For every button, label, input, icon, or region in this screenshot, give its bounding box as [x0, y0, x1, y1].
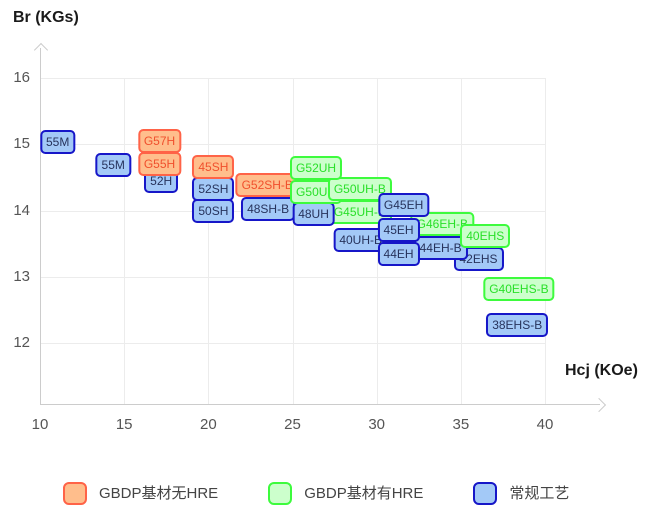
- legend-item-2[interactable]: GBDP基材有HRE: [268, 482, 423, 505]
- point-G55H[interactable]: G55H: [137, 152, 182, 177]
- point-48UH[interactable]: 48UH: [292, 202, 335, 227]
- legend-swatch-icon: [473, 482, 498, 505]
- x-axis-line: [40, 404, 600, 405]
- point-48SH-B[interactable]: 48SH-B: [241, 197, 296, 222]
- x-tick-label: 40: [536, 416, 554, 433]
- point-45EH[interactable]: 45EH: [377, 218, 420, 243]
- y-axis-title: Br (KGs): [13, 9, 79, 26]
- legend-item-label: GBDP基材无HRE: [99, 485, 219, 502]
- point-55M[interactable]: 55M: [95, 153, 131, 178]
- legend: GBDP基材无HRE GBDP基材有HRE 常规工艺: [63, 482, 569, 505]
- point-50SH[interactable]: 50SH: [192, 199, 235, 224]
- point-44EH[interactable]: 44EH: [377, 242, 420, 267]
- point-52SH[interactable]: 52SH: [192, 177, 235, 202]
- legend-item-1[interactable]: GBDP基材无HRE: [63, 482, 218, 505]
- y-tick-label: 14: [13, 201, 30, 219]
- y-tick-label: 16: [13, 69, 30, 86]
- x-tick-label: 15: [115, 416, 133, 433]
- point-45SH[interactable]: 45SH: [192, 154, 235, 179]
- legend-swatch-icon: [268, 482, 293, 505]
- point-55M[interactable]: 55M: [40, 130, 76, 155]
- x-tick-label: 35: [452, 416, 470, 433]
- legend-item-3[interactable]: 常规工艺: [473, 482, 569, 505]
- y-tick-label: 15: [13, 135, 30, 153]
- point-G57H[interactable]: G57H: [137, 128, 182, 153]
- legend-item-label: GBDP基材有HRE: [304, 485, 424, 502]
- gridline: [545, 78, 546, 404]
- x-tick-label: 25: [284, 416, 301, 433]
- point-G45EH[interactable]: G45EH: [377, 193, 430, 218]
- x-tick-label: 10: [31, 416, 49, 433]
- legend-item-label: 常规工艺: [509, 485, 570, 502]
- x-axis-arrow-icon: [591, 397, 607, 413]
- x-tick-label: 20: [199, 416, 217, 433]
- point-G50UH-B[interactable]: G50UH-B: [327, 176, 392, 201]
- y-tick-label: 12: [13, 334, 30, 351]
- point-40EHS[interactable]: 40EHS: [460, 224, 511, 249]
- point-G52SH-B[interactable]: G52SH-B: [235, 173, 299, 198]
- y-tick-label: 13: [13, 267, 30, 285]
- y-axis-line: [40, 48, 41, 404]
- point-38EHS-B[interactable]: 38EHS-B: [486, 313, 549, 338]
- point-G52UH[interactable]: G52UH: [290, 156, 343, 181]
- x-tick-label: 30: [368, 416, 385, 433]
- gridline: [124, 78, 126, 404]
- gridline: [208, 78, 210, 404]
- y-axis-arrow-icon: [33, 42, 49, 58]
- legend-swatch-icon: [63, 482, 87, 505]
- gridline: [292, 78, 294, 404]
- x-axis-title: Hcj (KOe): [565, 362, 638, 379]
- point-G40EHS-B[interactable]: G40EHS-B: [483, 277, 555, 302]
